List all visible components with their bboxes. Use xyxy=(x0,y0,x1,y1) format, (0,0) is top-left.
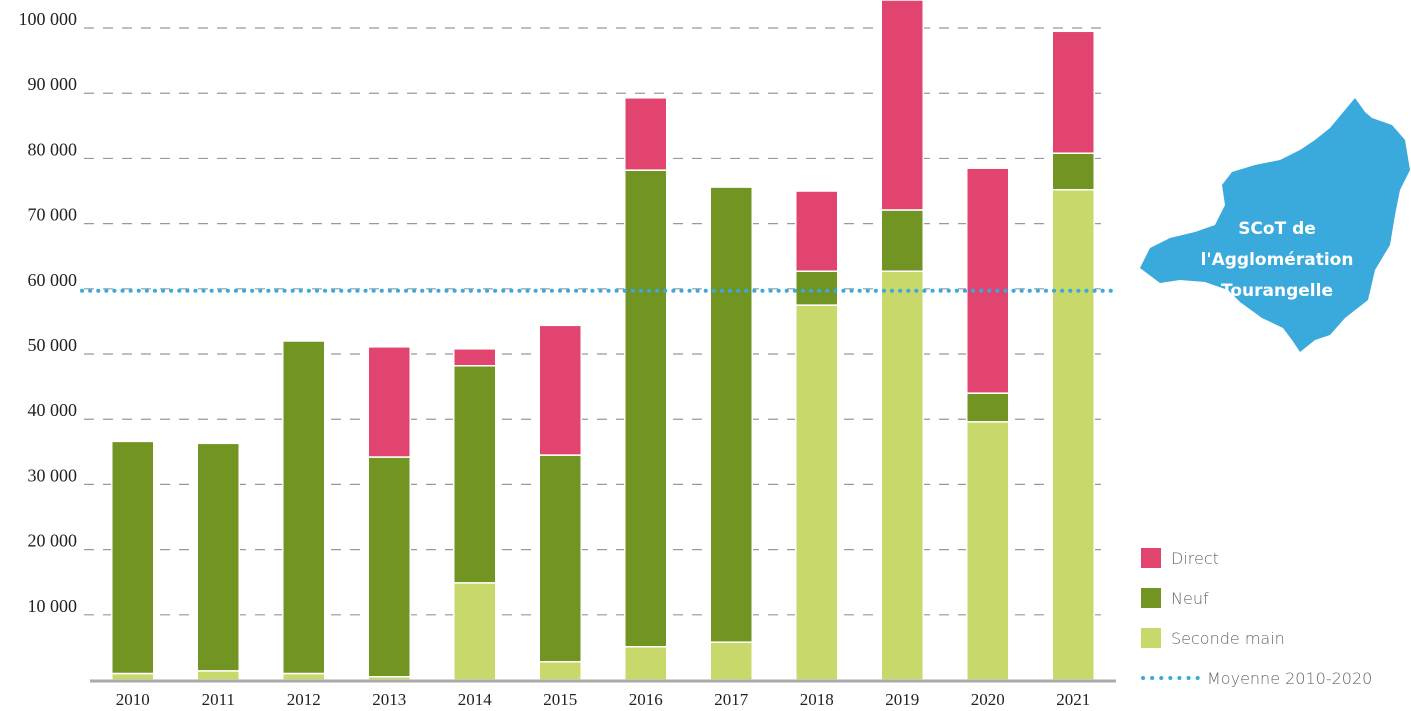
y-tick-label: 60 000 xyxy=(28,270,78,290)
x-tick-label: 2019 xyxy=(885,690,919,709)
bar-segment xyxy=(624,97,668,171)
legend-swatch xyxy=(1141,548,1161,568)
bar-segment xyxy=(196,670,240,681)
x-tick-label: 2011 xyxy=(202,690,235,709)
x-tick-label: 2017 xyxy=(714,690,749,709)
bar-segment xyxy=(795,270,839,306)
bar-segment xyxy=(624,169,668,648)
y-tick-label: 10 000 xyxy=(28,596,78,616)
legend-swatch xyxy=(1141,628,1161,648)
bar-segment xyxy=(367,346,411,458)
bar-segment xyxy=(196,442,240,672)
map-shape xyxy=(1140,98,1410,352)
bar-segment xyxy=(880,209,924,272)
bar-segment xyxy=(966,167,1010,394)
bar-segment xyxy=(111,672,155,681)
y-tick-label: 100 000 xyxy=(19,9,78,29)
x-tick-label: 2013 xyxy=(372,690,406,709)
bar-segment xyxy=(453,348,497,367)
y-tick-label: 50 000 xyxy=(28,335,78,355)
legend-label: Direct xyxy=(1171,549,1219,568)
y-tick-label: 90 000 xyxy=(28,74,78,94)
bar-segment xyxy=(538,454,582,663)
bar-segment xyxy=(111,440,155,675)
bar-segment xyxy=(1051,152,1095,191)
y-tick-label: 70 000 xyxy=(28,205,78,225)
bar-segment xyxy=(367,456,411,678)
x-tick-label: 2010 xyxy=(116,690,150,709)
bar-segment xyxy=(795,190,839,272)
x-tick-label: 2020 xyxy=(971,690,1005,709)
map-label: SCoT de xyxy=(1238,219,1316,239)
y-tick-label: 20 000 xyxy=(28,531,78,551)
bar-segment xyxy=(709,641,753,681)
bar-segment xyxy=(966,421,1010,681)
x-tick-label: 2018 xyxy=(800,690,834,709)
map-label: l'Agglomération xyxy=(1201,250,1354,270)
bar-segment xyxy=(1051,188,1095,681)
bar-segment xyxy=(1051,30,1095,154)
bar-segment xyxy=(880,0,924,211)
bar-segment xyxy=(453,365,497,584)
bar-segment xyxy=(282,340,326,675)
y-tick-label: 30 000 xyxy=(28,465,78,485)
map-label: Tourangelle xyxy=(1221,281,1333,301)
y-tick-label: 40 000 xyxy=(28,400,78,420)
bar-segment xyxy=(795,304,839,681)
bar-segment xyxy=(880,270,924,681)
y-tick-label: 80 000 xyxy=(28,139,78,159)
bar-segment xyxy=(966,392,1010,423)
x-tick-label: 2015 xyxy=(543,690,577,709)
bar-segment xyxy=(709,186,753,643)
x-tick-label: 2012 xyxy=(287,690,321,709)
bar-segment xyxy=(624,645,668,681)
bar-segment xyxy=(282,672,326,681)
bar-segment xyxy=(538,324,582,456)
legend-label: Moyenne 2010-2020 xyxy=(1207,669,1372,688)
bar-segment xyxy=(453,582,497,681)
x-tick-label: 2016 xyxy=(629,690,663,709)
bar-segment xyxy=(538,660,582,681)
legend-swatch xyxy=(1141,588,1161,608)
x-tick-label: 2014 xyxy=(458,690,493,709)
legend-label: Seconde main xyxy=(1171,629,1285,648)
legend-label: Neuf xyxy=(1171,589,1209,608)
x-tick-label: 2021 xyxy=(1056,690,1090,709)
